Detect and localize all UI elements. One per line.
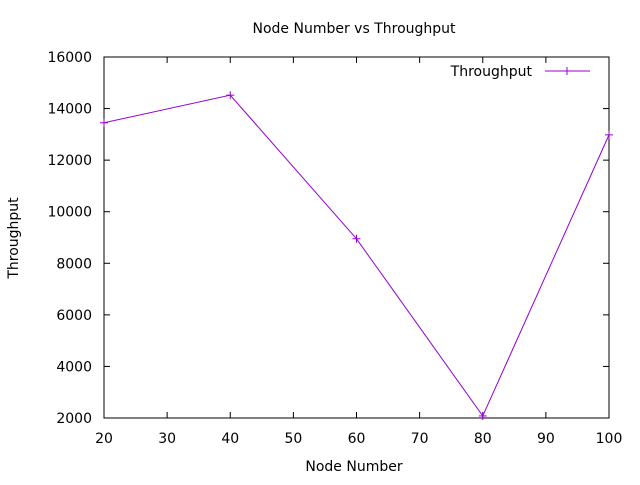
data-point-marker [605, 130, 613, 139]
x-tick-label: 90 [537, 431, 555, 447]
legend: Throughput [450, 64, 590, 80]
y-tick-label: 16000 [47, 50, 92, 66]
x-ticks: 20 30 40 50 60 70 80 90 100 [95, 57, 622, 447]
series-layer [100, 91, 613, 420]
x-tick-label: 60 [348, 431, 366, 447]
x-axis-label: Node Number [305, 459, 402, 475]
x-tick-label: 20 [95, 431, 113, 447]
y-tick-label: 2000 [56, 411, 92, 427]
series-line-throughput [103, 94, 610, 417]
y-tick-label: 10000 [47, 205, 92, 221]
x-tick-label: 100 [596, 431, 623, 447]
chart-title: Node Number vs Throughput [252, 21, 456, 37]
x-tick-label: 80 [474, 431, 492, 447]
legend-label-throughput: Throughput [450, 64, 533, 80]
x-tick-label: 50 [284, 431, 302, 447]
x-tick-label: 40 [221, 431, 239, 447]
y-ticks: 2000 4000 6000 8000 10000 12000 14000 16000 [47, 50, 609, 427]
x-tick-label: 30 [158, 431, 176, 447]
data-point-marker [352, 234, 361, 243]
x-tick-label: 70 [411, 431, 429, 447]
data-point-marker [226, 91, 235, 100]
y-tick-label: 14000 [47, 102, 92, 118]
y-axis-label: Throughput [6, 197, 22, 280]
y-tick-label: 6000 [56, 308, 92, 324]
y-tick-label: 4000 [56, 359, 92, 375]
data-point-marker [478, 411, 487, 420]
y-tick-label: 12000 [47, 153, 92, 169]
y-tick-label: 8000 [56, 256, 92, 272]
data-point-marker [100, 118, 108, 127]
